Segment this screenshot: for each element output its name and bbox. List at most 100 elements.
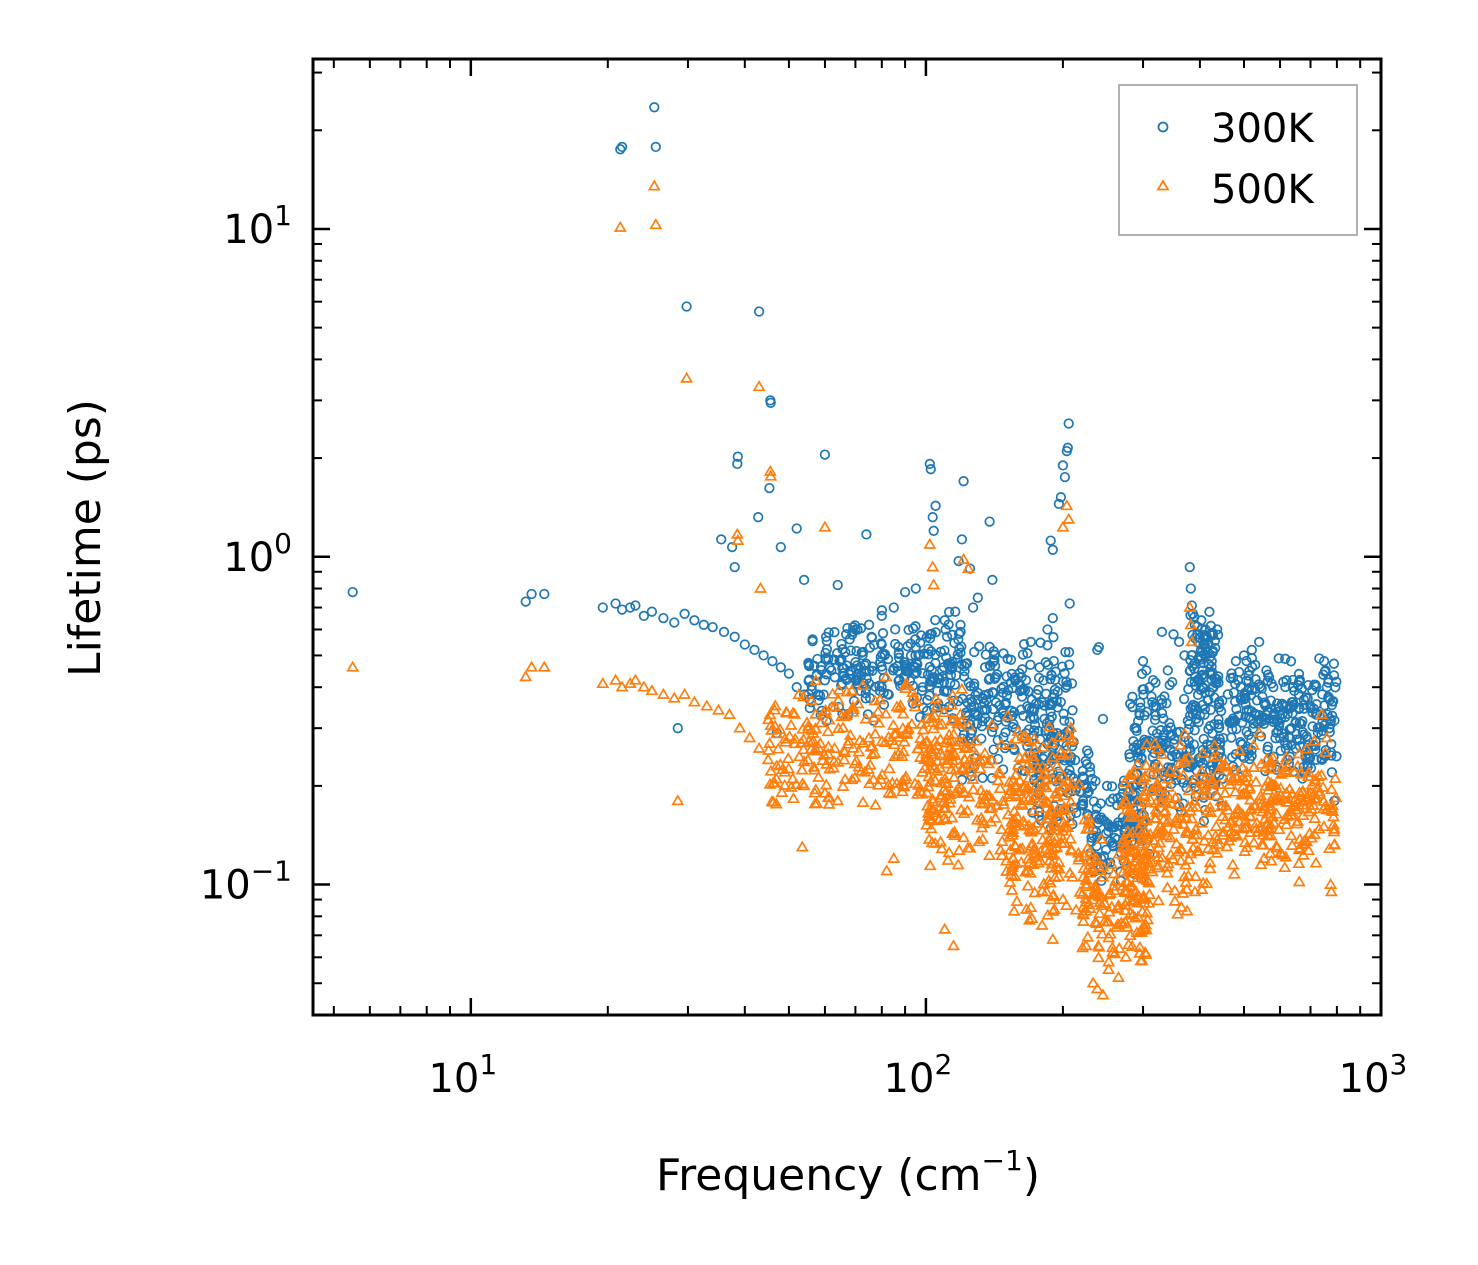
point-500k bbox=[1209, 819, 1223, 831]
point-300k bbox=[1061, 680, 1073, 691]
point-500k bbox=[899, 770, 913, 782]
point-500k bbox=[1231, 802, 1245, 814]
point-300k bbox=[739, 639, 750, 650]
point-300k bbox=[1262, 675, 1273, 687]
point-300k bbox=[930, 500, 941, 511]
point-300k bbox=[958, 476, 969, 487]
point-500k bbox=[1073, 885, 1087, 897]
point-300k bbox=[1101, 780, 1113, 792]
point-500k bbox=[948, 748, 962, 760]
point-300k bbox=[1243, 704, 1255, 715]
point-500k bbox=[1164, 831, 1177, 843]
point-500k bbox=[923, 775, 937, 787]
point-500k bbox=[954, 781, 968, 793]
point-500k bbox=[1019, 902, 1033, 914]
point-500k bbox=[1306, 798, 1320, 810]
point-300k bbox=[638, 610, 650, 622]
point-500k bbox=[1168, 894, 1182, 906]
point-300k bbox=[984, 673, 996, 684]
point-500k bbox=[609, 673, 623, 685]
point-500k bbox=[1042, 720, 1056, 732]
point-300k bbox=[979, 662, 991, 673]
point-500k bbox=[1177, 870, 1191, 882]
point-300k bbox=[969, 646, 980, 658]
point-300k bbox=[855, 661, 866, 672]
point-300k bbox=[985, 660, 996, 671]
point-500k bbox=[1096, 988, 1110, 1000]
point-500k bbox=[1050, 823, 1063, 835]
point-500k bbox=[882, 786, 896, 798]
point-500k bbox=[957, 807, 971, 819]
point-500k bbox=[1302, 805, 1316, 817]
point-300k bbox=[1185, 677, 1197, 688]
point-500k bbox=[919, 747, 933, 759]
point-300k bbox=[819, 675, 831, 686]
point-300k bbox=[1007, 682, 1018, 694]
point-500k bbox=[1098, 896, 1112, 908]
point-500k bbox=[997, 797, 1011, 809]
point-500k bbox=[1204, 805, 1218, 817]
point-300k bbox=[775, 662, 786, 673]
point-300k bbox=[924, 690, 935, 701]
point-500k bbox=[1064, 721, 1078, 733]
point-500k bbox=[962, 719, 976, 731]
point-500k bbox=[1130, 795, 1144, 807]
point-300k bbox=[689, 615, 700, 626]
point-300k bbox=[1028, 748, 1039, 759]
point-500k bbox=[1250, 816, 1264, 828]
point-500k bbox=[845, 684, 859, 696]
point-500k bbox=[519, 670, 533, 682]
point-300k bbox=[616, 141, 628, 153]
point-300k bbox=[1168, 629, 1179, 640]
point-500k bbox=[962, 790, 976, 802]
point-500k bbox=[832, 683, 846, 695]
point-300k bbox=[1028, 730, 1039, 741]
point-500k bbox=[1164, 797, 1178, 809]
point-500k bbox=[784, 718, 798, 730]
point-500k bbox=[1124, 895, 1138, 907]
point-300k bbox=[1016, 704, 1027, 715]
point-500k bbox=[1174, 900, 1188, 912]
point-500k bbox=[927, 578, 941, 590]
point-300k bbox=[669, 617, 680, 628]
point-300k bbox=[1031, 689, 1042, 700]
point-500k bbox=[892, 701, 906, 713]
point-300k bbox=[1244, 665, 1255, 677]
point-500k bbox=[945, 811, 959, 823]
point-300k bbox=[1281, 675, 1292, 686]
point-300k bbox=[679, 608, 690, 619]
point-500k bbox=[812, 770, 825, 782]
point-500k bbox=[1247, 738, 1261, 750]
point-500k bbox=[761, 713, 775, 725]
point-300k bbox=[1192, 629, 1203, 640]
point-500k bbox=[804, 742, 818, 754]
point-500k bbox=[1112, 970, 1125, 982]
point-500k bbox=[1136, 806, 1150, 818]
point-500k bbox=[1058, 836, 1071, 848]
point-500k bbox=[1290, 817, 1304, 829]
point-500k bbox=[846, 703, 860, 715]
point-500k bbox=[1221, 803, 1235, 815]
point-500k bbox=[1122, 783, 1136, 795]
point-500k bbox=[1188, 885, 1202, 897]
point-500k bbox=[1201, 828, 1215, 840]
point-500k bbox=[1112, 941, 1126, 953]
point-300k bbox=[1307, 721, 1318, 732]
point-300k bbox=[938, 662, 950, 673]
point-500k bbox=[1114, 916, 1128, 928]
point-500k bbox=[1001, 808, 1015, 820]
point-300k bbox=[892, 661, 903, 672]
point-500k bbox=[934, 747, 948, 759]
point-500k bbox=[1259, 779, 1273, 791]
point-500k bbox=[1324, 885, 1338, 897]
point-500k bbox=[1318, 745, 1332, 757]
point-300k bbox=[924, 458, 935, 470]
point-300k bbox=[1045, 673, 1056, 685]
point-500k bbox=[1317, 820, 1331, 832]
point-500k bbox=[1206, 783, 1220, 795]
point-500k bbox=[1024, 824, 1038, 836]
point-500k bbox=[788, 732, 802, 744]
point-300k bbox=[1256, 683, 1267, 694]
point-500k bbox=[1013, 774, 1027, 786]
point-500k bbox=[1106, 945, 1120, 957]
